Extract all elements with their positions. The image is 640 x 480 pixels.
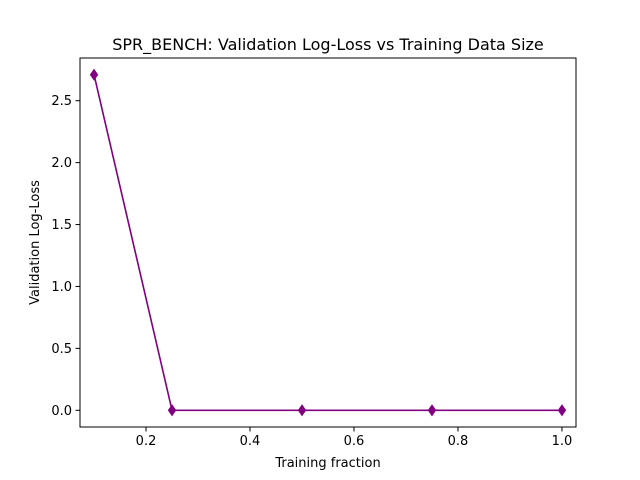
x-axis-label: Training fraction xyxy=(274,456,380,471)
x-tick-label: 0.8 xyxy=(448,434,469,449)
chart-title: SPR_BENCH: Validation Log-Loss vs Traini… xyxy=(112,35,544,55)
data-point xyxy=(557,404,567,417)
axis-ticks: 0.2 0.4 0.6 0.8 1.0 0.0 0.5 1.0 1.5 2.0 2.5 xyxy=(51,94,572,449)
x-tick-label: 0.6 xyxy=(344,434,365,449)
y-tick-label: 0.5 xyxy=(51,342,72,357)
y-tick-label: 2.0 xyxy=(51,156,72,171)
y-tick-label: 0.0 xyxy=(51,404,72,419)
y-axis-label: Validation Log-Loss xyxy=(28,180,43,305)
plot-area xyxy=(79,57,577,428)
y-tick-label: 1.5 xyxy=(51,218,72,233)
data-point xyxy=(89,68,99,81)
x-tick-label: 1.0 xyxy=(552,434,573,449)
x-tick-label: 0.2 xyxy=(136,434,157,449)
data-point xyxy=(297,404,307,417)
y-tick-label: 2.5 xyxy=(51,94,72,109)
series-layer xyxy=(89,68,567,417)
data-point xyxy=(167,404,177,417)
x-tick-label: 0.4 xyxy=(240,434,261,449)
y-tick-label: 1.0 xyxy=(51,280,72,295)
data-point xyxy=(427,404,437,417)
